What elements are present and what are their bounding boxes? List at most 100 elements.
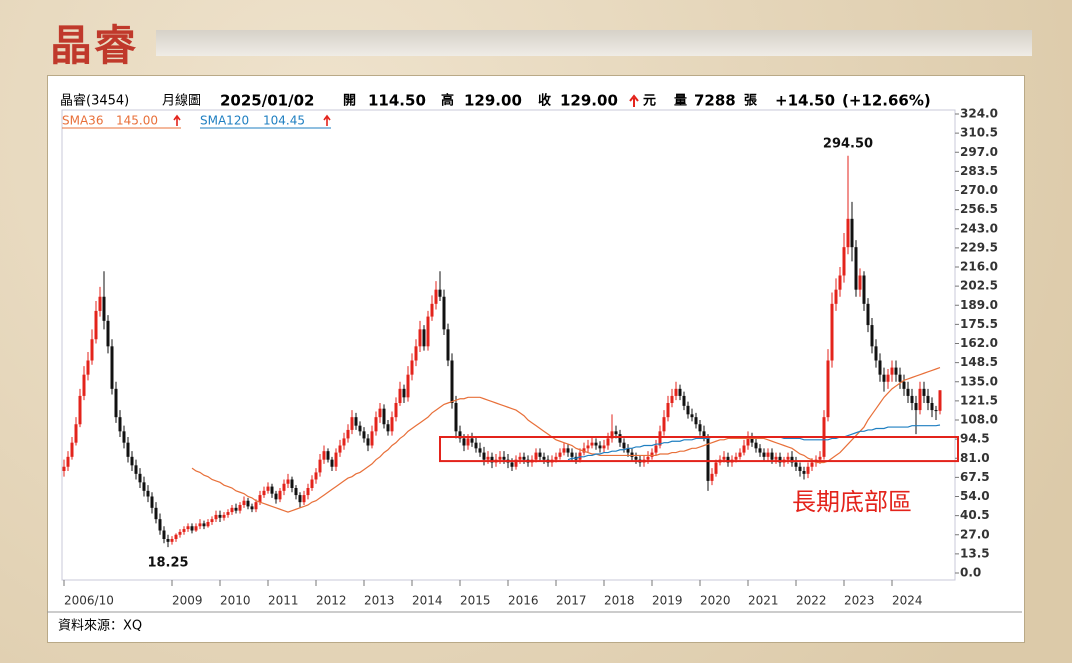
body: [866, 303, 870, 326]
close: 129.00: [560, 92, 618, 110]
y-tick-label: 0.0: [960, 566, 981, 580]
body: [522, 456, 526, 460]
body: [802, 471, 806, 474]
body: [122, 431, 126, 443]
y-tick-label: 324.0: [960, 107, 998, 121]
body: [462, 438, 466, 446]
body: [910, 395, 914, 403]
annotation: 18.25: [147, 556, 188, 571]
body: [94, 310, 98, 340]
body: [78, 395, 82, 425]
body: [818, 456, 822, 460]
body: [498, 456, 502, 460]
body: [222, 514, 226, 518]
body: [66, 456, 70, 467]
body: [874, 346, 878, 361]
body: [438, 289, 442, 297]
legend-arrow: [323, 114, 331, 126]
body: [758, 448, 762, 453]
body: [934, 410, 938, 412]
body: [286, 479, 290, 484]
body: [170, 539, 174, 542]
body: [406, 374, 410, 398]
body: [870, 325, 874, 347]
body: [202, 523, 206, 527]
x-tick-label: 2014: [412, 594, 443, 608]
body: [134, 465, 138, 474]
body: [682, 395, 686, 406]
x-tick-label: 2009: [172, 594, 203, 608]
x-tick-label: 2018: [604, 594, 635, 608]
bottom-zone: [439, 436, 959, 463]
body: [370, 431, 374, 446]
body: [314, 472, 318, 480]
body: [454, 403, 458, 432]
body: [606, 438, 610, 446]
body: [678, 388, 682, 396]
body: [274, 493, 278, 500]
body: [594, 442, 598, 446]
body: [582, 448, 586, 453]
body: [670, 395, 674, 403]
body: [354, 417, 358, 426]
page-title: 晶睿: [50, 21, 139, 70]
body: [138, 473, 142, 483]
body: [774, 456, 778, 460]
panel: [47, 75, 1025, 643]
body: [298, 495, 302, 503]
body: [446, 329, 450, 361]
body: [810, 462, 814, 467]
body: [674, 388, 678, 396]
x-tick-label: 2022: [796, 594, 827, 608]
body: [414, 346, 418, 361]
y-tick-label: 13.5: [960, 546, 990, 560]
body: [634, 456, 638, 460]
body: [390, 417, 394, 432]
y-tick-label: 67.5: [960, 470, 990, 484]
body: [62, 466, 66, 471]
body: [394, 403, 398, 418]
body: [482, 452, 486, 460]
x-tick-label: 2015: [460, 594, 491, 608]
body: [282, 483, 286, 491]
body: [918, 388, 922, 411]
x-tick-label: 2011: [268, 594, 299, 608]
x-tick-label: 2012: [316, 594, 347, 608]
body: [726, 456, 730, 463]
body: [386, 424, 390, 432]
open: 114.50: [368, 92, 426, 110]
legend-name: SMA120: [200, 114, 249, 128]
x-tick-label: 2019: [652, 594, 683, 608]
y-tick-label: 175.5: [960, 317, 998, 331]
body: [938, 390, 942, 411]
body: [150, 496, 154, 508]
body: [310, 479, 314, 488]
body: [90, 339, 94, 361]
y-tick-label: 229.5: [960, 240, 998, 254]
y-tick-label: 297.0: [960, 145, 998, 159]
zone-label: 長期底部區: [792, 488, 912, 516]
body: [618, 434, 622, 443]
body: [602, 445, 606, 449]
body: [418, 329, 422, 347]
y-tick-label: 216.0: [960, 260, 998, 274]
body: [322, 451, 326, 460]
body: [538, 452, 542, 457]
body: [158, 519, 162, 531]
y-tick-label: 162.0: [960, 336, 998, 350]
high-label: 高: [441, 93, 454, 109]
x-tick-label: 2023: [844, 594, 875, 608]
body: [474, 442, 478, 449]
body: [214, 514, 218, 520]
body: [338, 445, 342, 453]
body: [702, 431, 706, 439]
legend-value: 145.00: [116, 114, 158, 128]
body: [786, 456, 790, 460]
unit: 元: [643, 94, 656, 109]
body: [330, 459, 334, 467]
body: [542, 456, 546, 460]
body: [246, 500, 250, 507]
body: [290, 479, 294, 488]
body: [518, 456, 522, 460]
